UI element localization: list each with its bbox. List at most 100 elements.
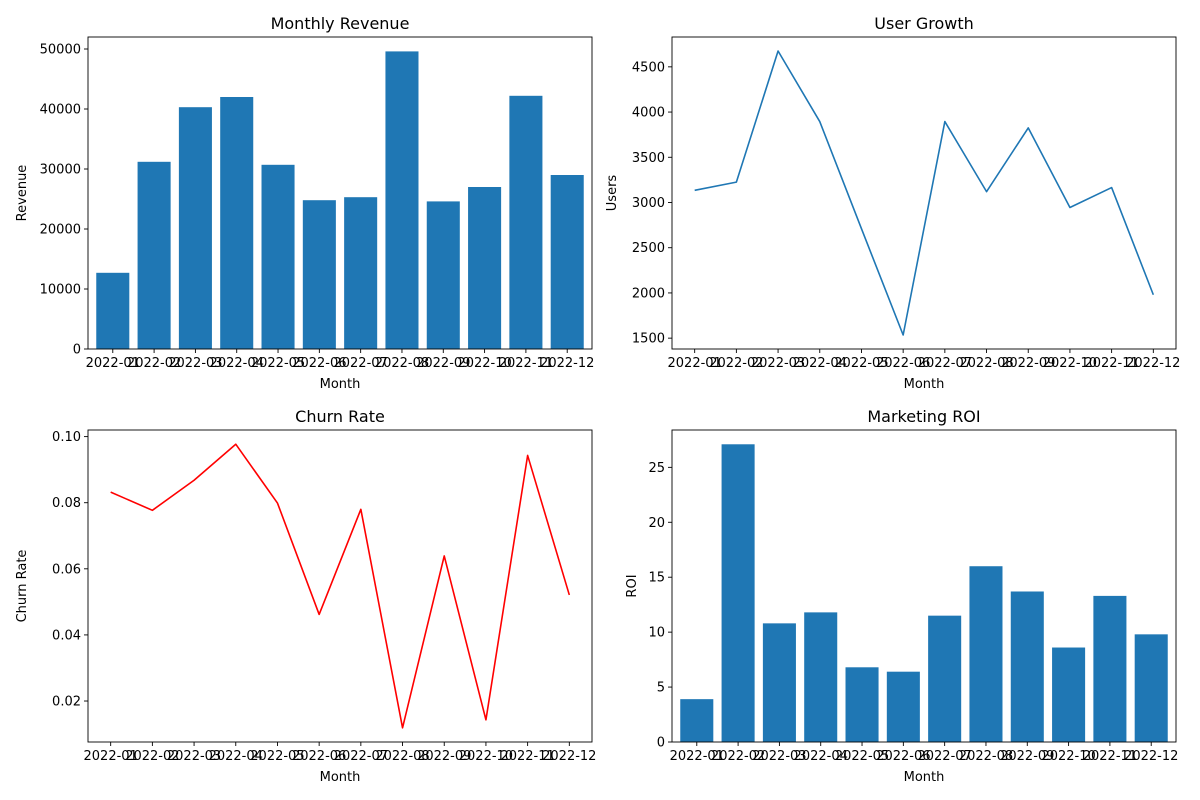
axes-frame bbox=[671, 36, 1177, 350]
axes-frame bbox=[671, 429, 1177, 743]
monthly-revenue-chart: 0 10000 20000 30000 40000 50000 2022-012022-02… bbox=[15, 14, 594, 392]
y-tick-label: 0 bbox=[657, 736, 665, 751]
x-tick-label: 2022-06 bbox=[292, 749, 346, 764]
bar-2022-05 bbox=[845, 667, 879, 742]
x-tick-label: 2022-07 bbox=[918, 356, 972, 371]
x-tick-label: 2022-08 bbox=[959, 749, 1013, 764]
x-tick-label: 2022-04 bbox=[793, 356, 847, 371]
bar-2022-07 bbox=[344, 197, 378, 349]
x-tick-label: 2022-04 bbox=[209, 749, 263, 764]
x-tick-label: 2022-02 bbox=[125, 749, 179, 764]
bar-2022-12 bbox=[550, 175, 584, 349]
bar-2022-04 bbox=[220, 97, 254, 349]
y-tick-label: 1500 bbox=[632, 332, 665, 347]
x-tick-label: 2022-07 bbox=[917, 749, 971, 764]
y-tick-label: 3500 bbox=[632, 151, 665, 166]
bar-2022-10 bbox=[468, 187, 502, 349]
x-tick-label: 2022-02 bbox=[127, 356, 181, 371]
bar-2022-01 bbox=[680, 699, 714, 742]
bar-2022-09 bbox=[1010, 591, 1044, 742]
y-tick-label: 25 bbox=[648, 461, 665, 476]
chart-title: Monthly Revenue bbox=[271, 14, 410, 33]
y-tick-label: 0.04 bbox=[52, 628, 81, 643]
y-tick-label: 5 bbox=[657, 681, 665, 696]
x-tick-label: 2022-05 bbox=[250, 749, 304, 764]
x-tick-label: 2022-09 bbox=[1000, 749, 1054, 764]
y-axis-label: Revenue bbox=[15, 165, 30, 222]
y-tick-label: 2500 bbox=[632, 241, 665, 256]
x-tick-label: 2022-08 bbox=[959, 356, 1013, 371]
x-tick-label: 2022-10 bbox=[459, 749, 513, 764]
bar-2022-11 bbox=[509, 95, 543, 349]
y-tick-label: 20 bbox=[648, 516, 665, 531]
y-axis-label: Users bbox=[605, 175, 620, 212]
x-tick-label: 2022-02 bbox=[711, 749, 765, 764]
x-tick-label: 2022-11 bbox=[1084, 356, 1138, 371]
x-tick-label: 2022-05 bbox=[251, 356, 305, 371]
x-tick-label: 2022-01 bbox=[86, 356, 140, 371]
y-tick-label: 15 bbox=[648, 571, 665, 586]
bar-2022-02 bbox=[137, 161, 171, 349]
bar-2022-03 bbox=[178, 107, 212, 349]
x-axis-label: Month bbox=[320, 377, 361, 392]
bar-2022-05 bbox=[261, 164, 295, 349]
bar-2022-08 bbox=[385, 51, 419, 350]
x-tick-label: 2022-01 bbox=[84, 749, 138, 764]
bar-2022-07 bbox=[928, 615, 962, 742]
x-tick-label: 2022-08 bbox=[375, 356, 429, 371]
y-tick-label: 2000 bbox=[632, 286, 665, 301]
y-tick-label: 4500 bbox=[632, 60, 665, 75]
x-tick-label: 2022-02 bbox=[709, 356, 763, 371]
y-tick-label: 10000 bbox=[40, 283, 81, 298]
x-tick-label: 2022-12 bbox=[542, 749, 596, 764]
x-tick-label: 2022-03 bbox=[168, 356, 222, 371]
x-tick-label: 2022-11 bbox=[500, 749, 554, 764]
x-tick-label: 2022-05 bbox=[834, 356, 888, 371]
chart-title: User Growth bbox=[874, 14, 973, 33]
y-axis-label: ROI bbox=[625, 574, 640, 597]
x-tick-label: 2022-11 bbox=[499, 356, 553, 371]
y-tick-label: 50000 bbox=[40, 43, 81, 58]
bar-2022-08 bbox=[969, 566, 1003, 742]
x-tick-label: 2022-03 bbox=[751, 356, 805, 371]
y-tick-label: 0.08 bbox=[52, 496, 81, 511]
x-tick-label: 2022-12 bbox=[540, 356, 594, 371]
y-tick-label: 40000 bbox=[40, 103, 81, 118]
chart-title: Churn Rate bbox=[295, 407, 385, 426]
x-tick-label: 2022-09 bbox=[1001, 356, 1055, 371]
x-tick-label: 2022-09 bbox=[416, 356, 470, 371]
x-tick-label: 2022-12 bbox=[1126, 356, 1180, 371]
x-tick-label: 2022-12 bbox=[1124, 749, 1178, 764]
x-tick-label: 2022-10 bbox=[1041, 749, 1095, 764]
y-tick-label: 10 bbox=[648, 626, 665, 641]
y-tick-label: 20000 bbox=[40, 223, 81, 238]
y-tick-label: 0.10 bbox=[52, 430, 81, 445]
x-tick-label: 2022-10 bbox=[1043, 356, 1097, 371]
x-tick-label: 2022-06 bbox=[876, 356, 930, 371]
x-tick-label: 2022-06 bbox=[292, 356, 346, 371]
x-tick-label: 2022-08 bbox=[375, 749, 429, 764]
bar-2022-02 bbox=[721, 444, 755, 742]
bar-2022-10 bbox=[1052, 647, 1086, 742]
bar-2022-11 bbox=[1093, 595, 1127, 742]
series-line bbox=[694, 50, 1155, 336]
bar-2022-12 bbox=[1134, 634, 1168, 742]
marketing-roi-chart: 05101520252022-012022-022022-032022-0420… bbox=[625, 407, 1178, 785]
chart-title: Marketing ROI bbox=[867, 407, 980, 426]
y-tick-label: 0.06 bbox=[52, 562, 81, 577]
y-tick-label: 30000 bbox=[40, 163, 81, 178]
x-tick-label: 2022-04 bbox=[794, 749, 848, 764]
x-tick-label: 2022-07 bbox=[333, 356, 387, 371]
y-tick-label: 0 bbox=[73, 343, 81, 358]
y-tick-label: 0.02 bbox=[52, 695, 81, 710]
bar-2022-09 bbox=[426, 201, 460, 349]
x-tick-label: 2022-09 bbox=[417, 749, 471, 764]
bar-2022-06 bbox=[302, 200, 336, 349]
x-axis-label: Month bbox=[904, 770, 945, 785]
y-tick-label: 4000 bbox=[632, 106, 665, 121]
x-tick-label: 2022-05 bbox=[835, 749, 889, 764]
x-tick-label: 2022-04 bbox=[210, 356, 264, 371]
y-tick-label: 3000 bbox=[632, 196, 665, 211]
x-tick-label: 2022-03 bbox=[752, 749, 806, 764]
